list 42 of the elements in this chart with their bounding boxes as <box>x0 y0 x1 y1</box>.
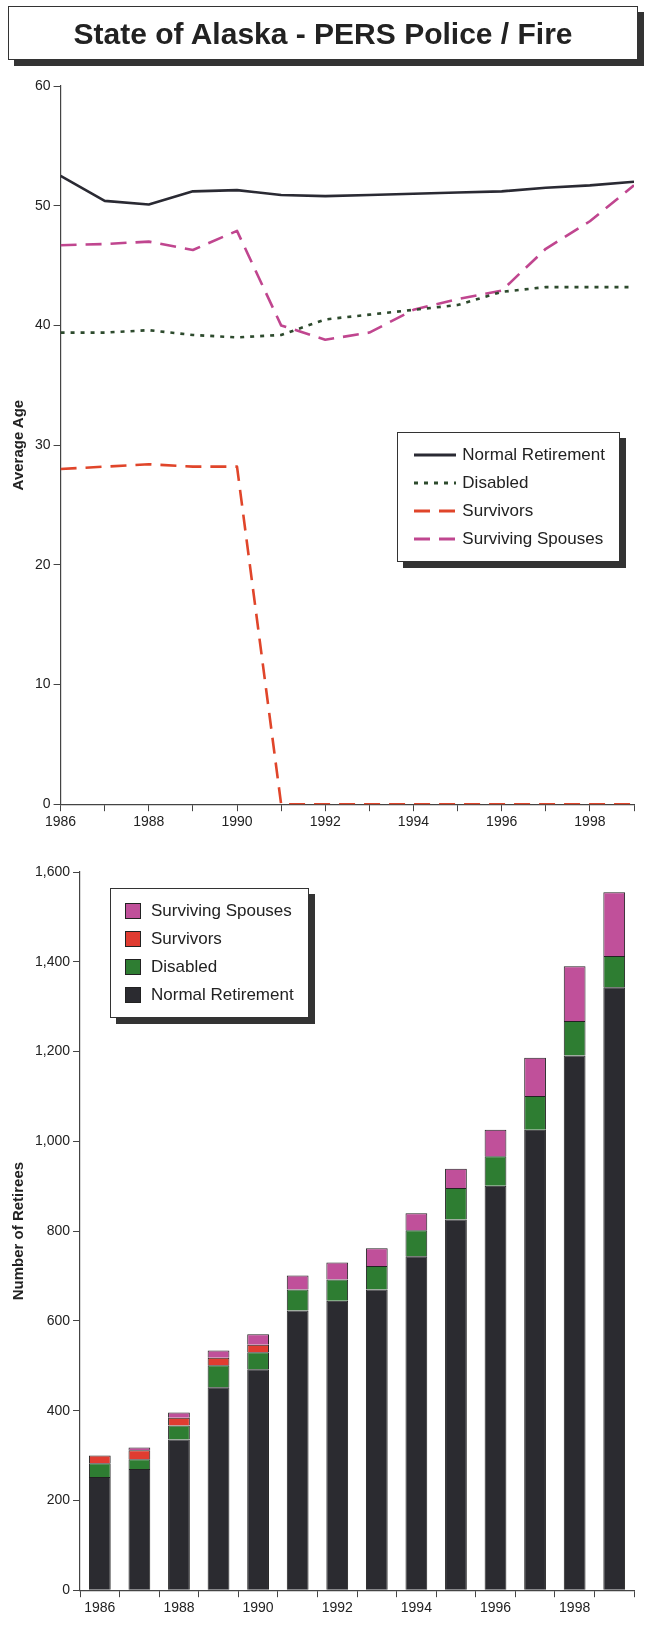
x-tick-label: 1994 <box>400 1599 433 1616</box>
legend-label: Disabled <box>462 473 529 493</box>
legend-label: Surviving Spouses <box>462 529 604 549</box>
x-tick-label: 1988 <box>133 813 165 830</box>
legend-label: Surviving Spouses <box>151 901 292 921</box>
y-tick-label: 600 <box>46 1311 71 1328</box>
y-tick-label: 200 <box>46 1491 71 1508</box>
x-tick-label: 1990 <box>242 1599 274 1616</box>
x-tick-label: 1998 <box>559 1599 591 1616</box>
y-axis-title: Average Age <box>9 399 27 491</box>
legend-label: Survivors <box>151 929 222 949</box>
x-tick-label: 1986 <box>84 1599 116 1616</box>
y-tick-label: 800 <box>46 1221 71 1238</box>
y-tick-label: 1,200 <box>34 1042 71 1059</box>
y-tick-label: 20 <box>34 555 51 572</box>
y-tick-label: 0 <box>62 1581 71 1598</box>
x-tick-label: 1990 <box>221 813 253 830</box>
x-tick-label: 1996 <box>479 1599 512 1616</box>
legend-label: Disabled <box>151 957 218 977</box>
y-tick-label: 1,000 <box>34 1132 71 1149</box>
x-tick-label: 1992 <box>309 813 342 830</box>
legend-label: Survivors <box>462 501 534 521</box>
x-tick-label: 1994 <box>397 813 430 830</box>
legend-label: Normal Retirement <box>151 985 294 1005</box>
y-tick-label: 1,400 <box>34 952 71 969</box>
x-tick-label: 1986 <box>44 813 77 830</box>
legend-label: Normal Retirement <box>462 445 605 465</box>
y-tick-label: 30 <box>34 435 51 452</box>
x-tick-label: 1992 <box>321 1599 354 1616</box>
y-axis-title: Number of Retirees <box>9 1161 27 1301</box>
y-tick-label: 50 <box>34 196 51 213</box>
x-tick-label: 1988 <box>163 1599 195 1616</box>
line-series <box>60 184 634 342</box>
x-tick-label: 1996 <box>486 813 518 830</box>
y-tick-label: 40 <box>34 316 51 333</box>
x-tick-label: 1998 <box>574 813 606 830</box>
y-tick-label: 60 <box>34 76 51 93</box>
y-tick-label: 0 <box>42 795 51 812</box>
y-tick-label: 1,600 <box>34 862 71 879</box>
chart-title: State of Alaska - PERS Police / Fire <box>73 17 573 50</box>
y-tick-label: 10 <box>34 675 51 692</box>
y-tick-label: 400 <box>46 1401 71 1418</box>
